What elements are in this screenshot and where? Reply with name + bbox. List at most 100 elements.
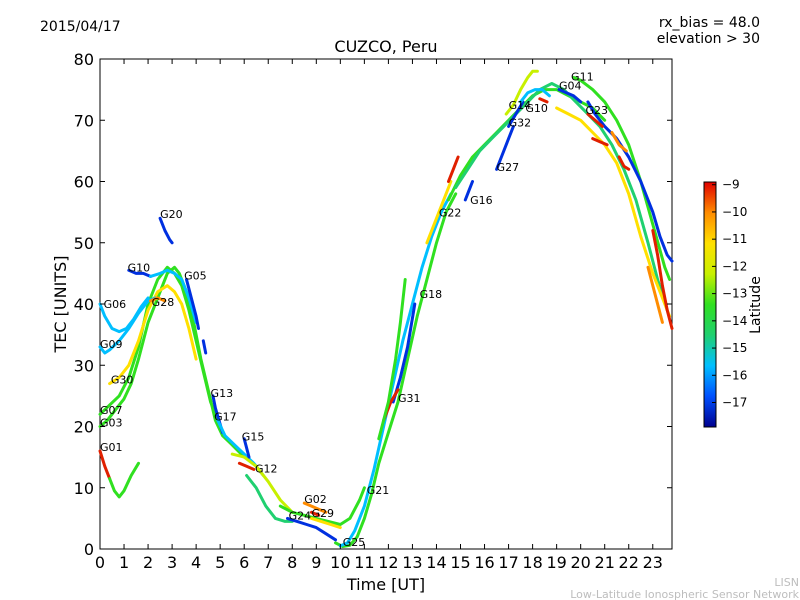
series-line-g06 — [98, 296, 150, 334]
colorbar-tick-label: −15 — [722, 341, 747, 355]
colorbar-tick-label: −11 — [722, 232, 747, 246]
series-line-g07 — [98, 265, 222, 428]
x-tick-label: 12 — [378, 553, 398, 572]
satellite-label-g01: G01 — [100, 441, 123, 454]
satellite-label-g06: G06 — [104, 298, 127, 311]
satellite-label-g32: G32 — [509, 116, 532, 129]
satellite-label-g17: G17 — [214, 410, 237, 423]
satellite-label-g07: G07 — [100, 404, 123, 417]
x-tick-label: 18 — [522, 553, 542, 572]
satellite-label-g22: G22 — [439, 206, 462, 219]
satellite-label-g10: G10 — [128, 261, 151, 274]
x-tick-label: 11 — [354, 553, 374, 572]
rx-bias-label: rx_bias = 48.0 — [659, 15, 760, 31]
series-line-g24b — [278, 486, 366, 526]
x-tick-label: 13 — [402, 553, 422, 572]
series-line-g23g — [617, 155, 631, 171]
x-tick-label: 22 — [619, 553, 639, 572]
x-tick-label: 2 — [143, 553, 153, 572]
satellite-label-g13: G13 — [211, 387, 234, 400]
x-axis-label: Time [UT] — [346, 575, 425, 594]
y-axis-label: TEC [UNITS] — [51, 256, 70, 354]
footer-network: Low-Latitude Ionospheric Sensor Network — [570, 588, 799, 600]
colorbar-ticks: −9 −10 −11 −12 −13 −14 −15 −16 −17 — [712, 178, 747, 410]
colorbar-tick-label: −9 — [722, 178, 740, 192]
series-line-g16 — [463, 180, 474, 202]
series-line-g23i — [538, 97, 549, 104]
y-tick-label: 60 — [74, 173, 94, 192]
series-line-g12b — [230, 452, 294, 514]
x-tick-label: 5 — [215, 553, 225, 572]
series-line-g03 — [98, 265, 246, 459]
colorbar-tick-label: −14 — [722, 314, 747, 328]
satellite-label-g03: G03 — [100, 416, 123, 429]
date-label: 2015/04/17 — [40, 19, 121, 35]
satellite-label-g25: G25 — [343, 536, 366, 549]
x-tick-label: 10 — [330, 553, 350, 572]
series-line-g12 — [237, 461, 256, 471]
y-tick-label: 20 — [74, 418, 94, 437]
x-axis-ticks: 0 1 2 3 4 5 6 7 8 9 10 11 12 13 14 15 16 17 18 19 20 21 22 23 — [95, 59, 663, 572]
satellite-label-g10: G10 — [525, 102, 548, 115]
y-tick-label: 30 — [74, 356, 94, 375]
y-axis-ticks: 0 10 20 30 40 50 60 70 80 — [74, 50, 672, 559]
series-line-g23e — [646, 265, 664, 324]
satellite-label-g30: G30 — [111, 374, 134, 387]
series-layer — [98, 69, 674, 548]
colorbar-tick-label: −10 — [722, 205, 747, 219]
satellite-label-g12: G12 — [255, 462, 278, 475]
satellite-label-g15: G15 — [242, 431, 265, 444]
series-line-g25 — [334, 192, 458, 548]
series-line-g23 — [586, 100, 674, 263]
series-line-g26b — [454, 82, 669, 312]
series-line-g01 — [108, 461, 140, 499]
satellite-label-g02: G02 — [304, 493, 327, 506]
series-line-g10 — [127, 268, 152, 278]
y-tick-label: 50 — [74, 234, 94, 253]
satellite-label-g18: G18 — [420, 288, 443, 301]
x-tick-label: 8 — [287, 553, 297, 572]
series-line-g21 — [338, 192, 453, 548]
elevation-label: elevation > 30 — [657, 31, 760, 47]
x-tick-label: 14 — [426, 553, 446, 572]
satellite-label-g28: G28 — [152, 296, 175, 309]
series-line-g23h — [610, 131, 628, 153]
x-tick-label: 20 — [570, 553, 590, 572]
x-tick-label: 16 — [474, 553, 494, 572]
series-line-g29 — [310, 510, 321, 517]
chart-title: CUZCO, Peru — [334, 37, 437, 56]
x-tick-label: 9 — [311, 553, 321, 572]
x-tick-label: 1 — [119, 553, 129, 572]
series-line-g01 — [98, 449, 112, 481]
colorbar-tick-label: −12 — [722, 259, 747, 273]
y-tick-label: 10 — [74, 479, 94, 498]
satellite-label-g05: G05 — [184, 269, 207, 282]
series-line-g15 — [242, 437, 251, 459]
colorbar-tick-label: −16 — [722, 368, 747, 382]
series-line-g09 — [98, 296, 157, 355]
satellite-label-g04: G04 — [559, 80, 582, 93]
satellite-label-g14: G14 — [509, 99, 532, 112]
series-line-g30 — [108, 284, 198, 386]
series-line-g12c — [245, 474, 294, 523]
x-tick-label: 15 — [450, 553, 470, 572]
series-line-g23d — [651, 229, 674, 330]
series-line-g23b — [586, 112, 604, 128]
x-tick-label: 6 — [239, 553, 249, 572]
satellite-label-g16: G16 — [470, 194, 493, 207]
series-line-g18 — [377, 278, 407, 441]
y-tick-label: 80 — [74, 50, 94, 69]
colorbar — [703, 181, 717, 428]
series-line-g11 — [572, 75, 672, 281]
y-tick-label: 70 — [74, 111, 94, 130]
footer-lisn: LISN — [774, 576, 799, 589]
satellite-label-g27: G27 — [497, 161, 520, 174]
colorbar-tick-label: −13 — [722, 287, 747, 301]
x-tick-label: 21 — [595, 553, 615, 572]
series-line-g22b — [447, 155, 460, 183]
satellite-label-g29: G29 — [311, 507, 334, 520]
series-line-g27 — [495, 124, 515, 171]
satellite-label-g21: G21 — [367, 484, 390, 497]
